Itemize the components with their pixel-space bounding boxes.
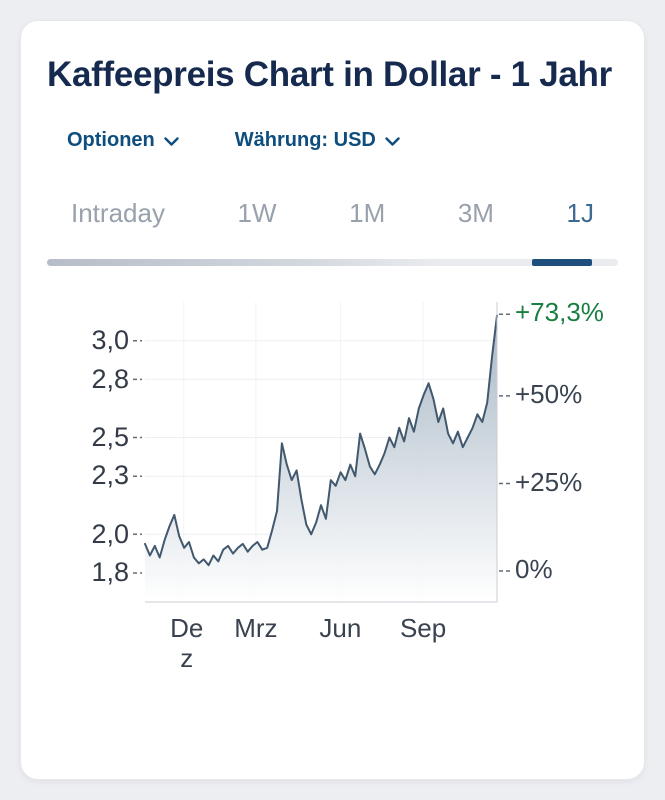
area-fill xyxy=(145,315,497,603)
tab-3m[interactable]: 3M xyxy=(457,198,494,229)
currency-dropdown[interactable]: Währung: USD xyxy=(235,129,400,152)
x-axis-label: Dez xyxy=(170,613,204,674)
y-axis-label: 2,0 xyxy=(91,518,129,549)
x-axis-label: Mrz xyxy=(234,613,278,644)
pct-axis-label: 0% xyxy=(515,554,553,585)
pct-axis-label: +25% xyxy=(515,466,583,497)
chart-controls: Optionen Währung: USD xyxy=(67,129,618,152)
x-axis-label: Sep xyxy=(399,613,447,644)
tab-scroll-indicator[interactable] xyxy=(47,259,618,267)
tab-intraday[interactable]: Intraday xyxy=(71,198,165,229)
options-dropdown[interactable]: Optionen xyxy=(67,129,179,152)
pct-axis-label: +50% xyxy=(515,379,583,410)
options-dropdown-label: Optionen xyxy=(67,129,155,152)
price-chart: 3,0 2,8 2,5 2,3 2,0 1,8 +73,3% +50% +25% 0% Dez Mrz… xyxy=(73,292,633,692)
range-tabs: Intraday 1W 1M 3M 1J xyxy=(47,198,618,229)
scroll-thumb[interactable] xyxy=(532,259,593,267)
y-axis-label: 1,8 xyxy=(91,557,129,588)
y-axis-label: 3,0 xyxy=(91,325,129,355)
pct-axis-label: +73,3% xyxy=(515,297,604,328)
chevron-down-icon xyxy=(164,137,179,146)
chart-card: Kaffeepreis Chart in Dollar - 1 Jahr Opt… xyxy=(20,20,645,780)
y-axis-label: 2,8 xyxy=(91,363,129,394)
tab-1w[interactable]: 1W xyxy=(237,198,277,229)
tab-1j[interactable]: 1J xyxy=(566,198,594,229)
chevron-down-icon xyxy=(385,137,400,146)
chart-svg xyxy=(133,302,512,603)
currency-dropdown-label: Währung: USD xyxy=(234,129,376,152)
price-line xyxy=(144,314,498,567)
tab-1m[interactable]: 1M xyxy=(349,198,386,229)
x-axis-label: Jun xyxy=(319,613,362,644)
y-axis-label: 2,3 xyxy=(91,460,129,491)
page-title: Kaffeepreis Chart in Dollar - 1 Jahr xyxy=(47,55,612,94)
y-axis-label: 2,5 xyxy=(91,421,129,452)
